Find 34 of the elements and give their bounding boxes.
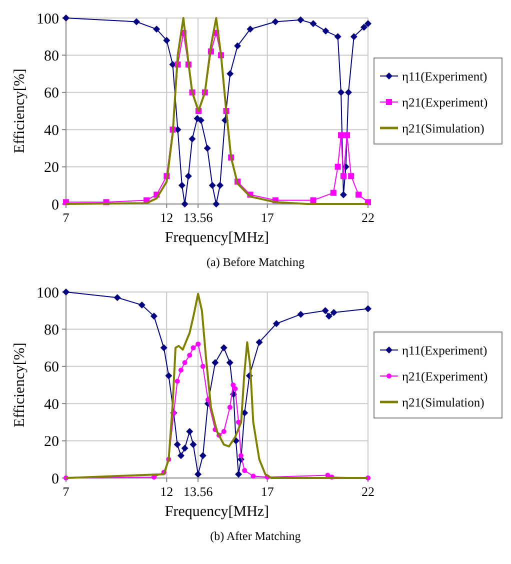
x-tick-label: 22	[362, 210, 374, 225]
y-axis-title: Efficiency[%]	[12, 342, 28, 428]
x-tick-label: 13.56	[183, 210, 214, 225]
y-tick-label: 60	[44, 86, 59, 102]
y-tick-label: 40	[44, 122, 59, 139]
y-tick-label: 0	[52, 197, 59, 214]
x-tick-label: 22	[362, 484, 374, 499]
y-tick-label: 100	[36, 11, 59, 28]
x-tick-label: 17	[260, 484, 274, 499]
y-tick-label: 80	[44, 48, 59, 64]
text: (b) After Matching	[210, 529, 301, 543]
text: (a) Before Matching	[206, 255, 304, 269]
x-tick-label: 12	[160, 484, 174, 499]
y-tick-label: 80	[44, 322, 59, 338]
legend-label: η11(Experiment)	[402, 69, 488, 84]
y-tick-label: 60	[44, 360, 59, 376]
legend-label: η21(Experiment)	[402, 95, 488, 110]
x-tick-label: 12	[160, 210, 174, 225]
y-axis-title: Efficiency[%]	[12, 68, 28, 154]
x-tick-label: 13.56	[183, 484, 214, 499]
y-tick-label: 100	[36, 285, 59, 302]
y-tick-label: 40	[44, 396, 59, 413]
x-tick-label: 17	[260, 210, 274, 225]
legend-label: η11(Experiment)	[402, 343, 488, 358]
x-tick-label: 7	[62, 210, 70, 225]
y-tick-label: 0	[52, 471, 59, 488]
legend-label: η21(Simulation)	[402, 395, 484, 410]
y-tick-label: 20	[44, 434, 59, 450]
legend-label: η21(Simulation)	[402, 121, 484, 136]
x-axis-title: Frequency[MHz]	[164, 230, 270, 246]
y-tick-label: 20	[44, 160, 59, 176]
x-axis-title: Frequency[MHz]	[164, 504, 270, 520]
legend-label: η21(Experiment)	[402, 369, 488, 384]
x-tick-label: 7	[62, 484, 70, 499]
